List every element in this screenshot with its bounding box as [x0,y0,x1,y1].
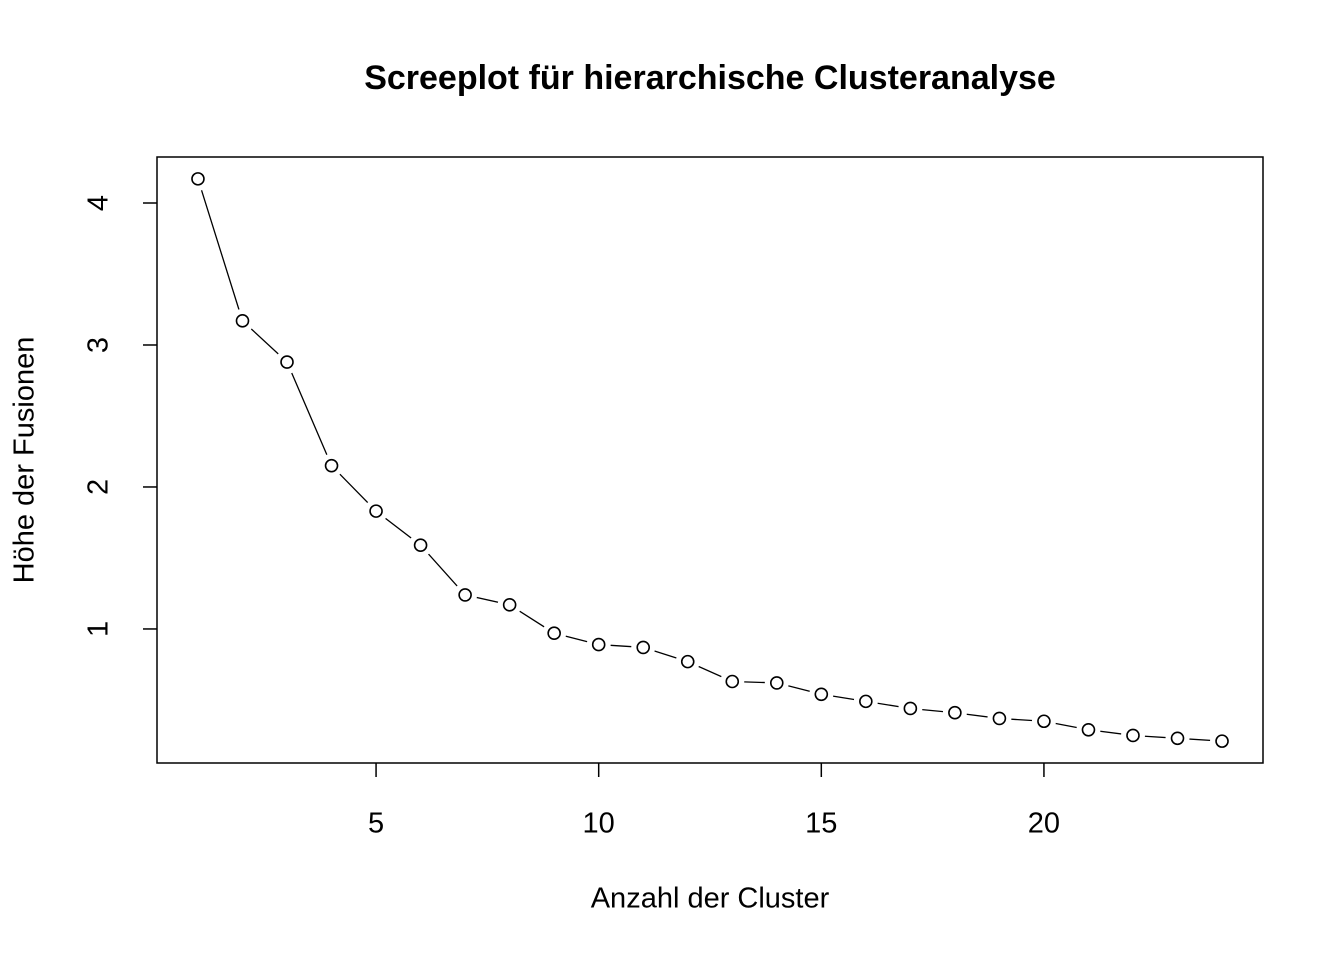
point [1037,714,1051,729]
point [680,654,695,669]
point [324,458,339,473]
x-tick-label: 10 [583,808,615,840]
point [725,674,740,689]
point-gap [720,669,745,694]
point [948,705,962,720]
point [992,711,1007,726]
point-gap [319,453,344,478]
point [1170,731,1185,746]
point-gap [1165,726,1190,751]
point [769,676,784,690]
x-tick-label: 20 [1028,808,1060,840]
point [591,637,606,652]
point-gap [631,635,656,660]
point [636,640,651,655]
plot-frame [156,156,1264,764]
point [1081,722,1096,737]
point-gap [987,706,1012,731]
point-gap [898,696,923,721]
x-tick-label: 15 [805,808,837,840]
point-gap [586,632,611,657]
point-gap [942,700,967,725]
point-gap [497,592,522,617]
chart-title: Screeplot für hierarchische Clusteranaly… [364,59,1056,97]
y-tick-label: 4 [83,195,115,211]
point-gap [230,308,255,333]
point [502,598,517,612]
point [235,314,250,328]
point-gap [542,621,567,646]
series-line [197,178,1223,742]
point-gap [275,350,300,375]
point-gap [1120,723,1145,748]
point-gap [853,689,878,714]
point [413,538,428,552]
y-tick-label: 3 [83,337,115,353]
point [1215,734,1229,748]
x-tick-label: 5 [368,808,384,840]
point-gap [408,533,433,558]
point-gap [1031,709,1056,734]
y-tick-label: 2 [83,479,115,495]
point [191,172,205,186]
point-gap [1076,717,1101,742]
point [369,504,383,518]
y-axis-label: Höhe der Fusionen [9,337,41,584]
point-gap [185,166,210,191]
point [547,626,561,641]
x-axis-label: Anzahl der Cluster [591,883,830,915]
point-gap [1210,729,1235,754]
point [859,694,873,709]
point [280,355,294,369]
point-gap [764,670,789,695]
point-gap [364,499,389,524]
point [903,701,918,716]
point-gap [809,682,834,707]
point [1126,728,1140,743]
point-gap [453,582,478,607]
y-tick-label: 1 [83,621,115,637]
point [814,687,829,702]
point-gap [675,649,700,674]
point [458,588,472,602]
